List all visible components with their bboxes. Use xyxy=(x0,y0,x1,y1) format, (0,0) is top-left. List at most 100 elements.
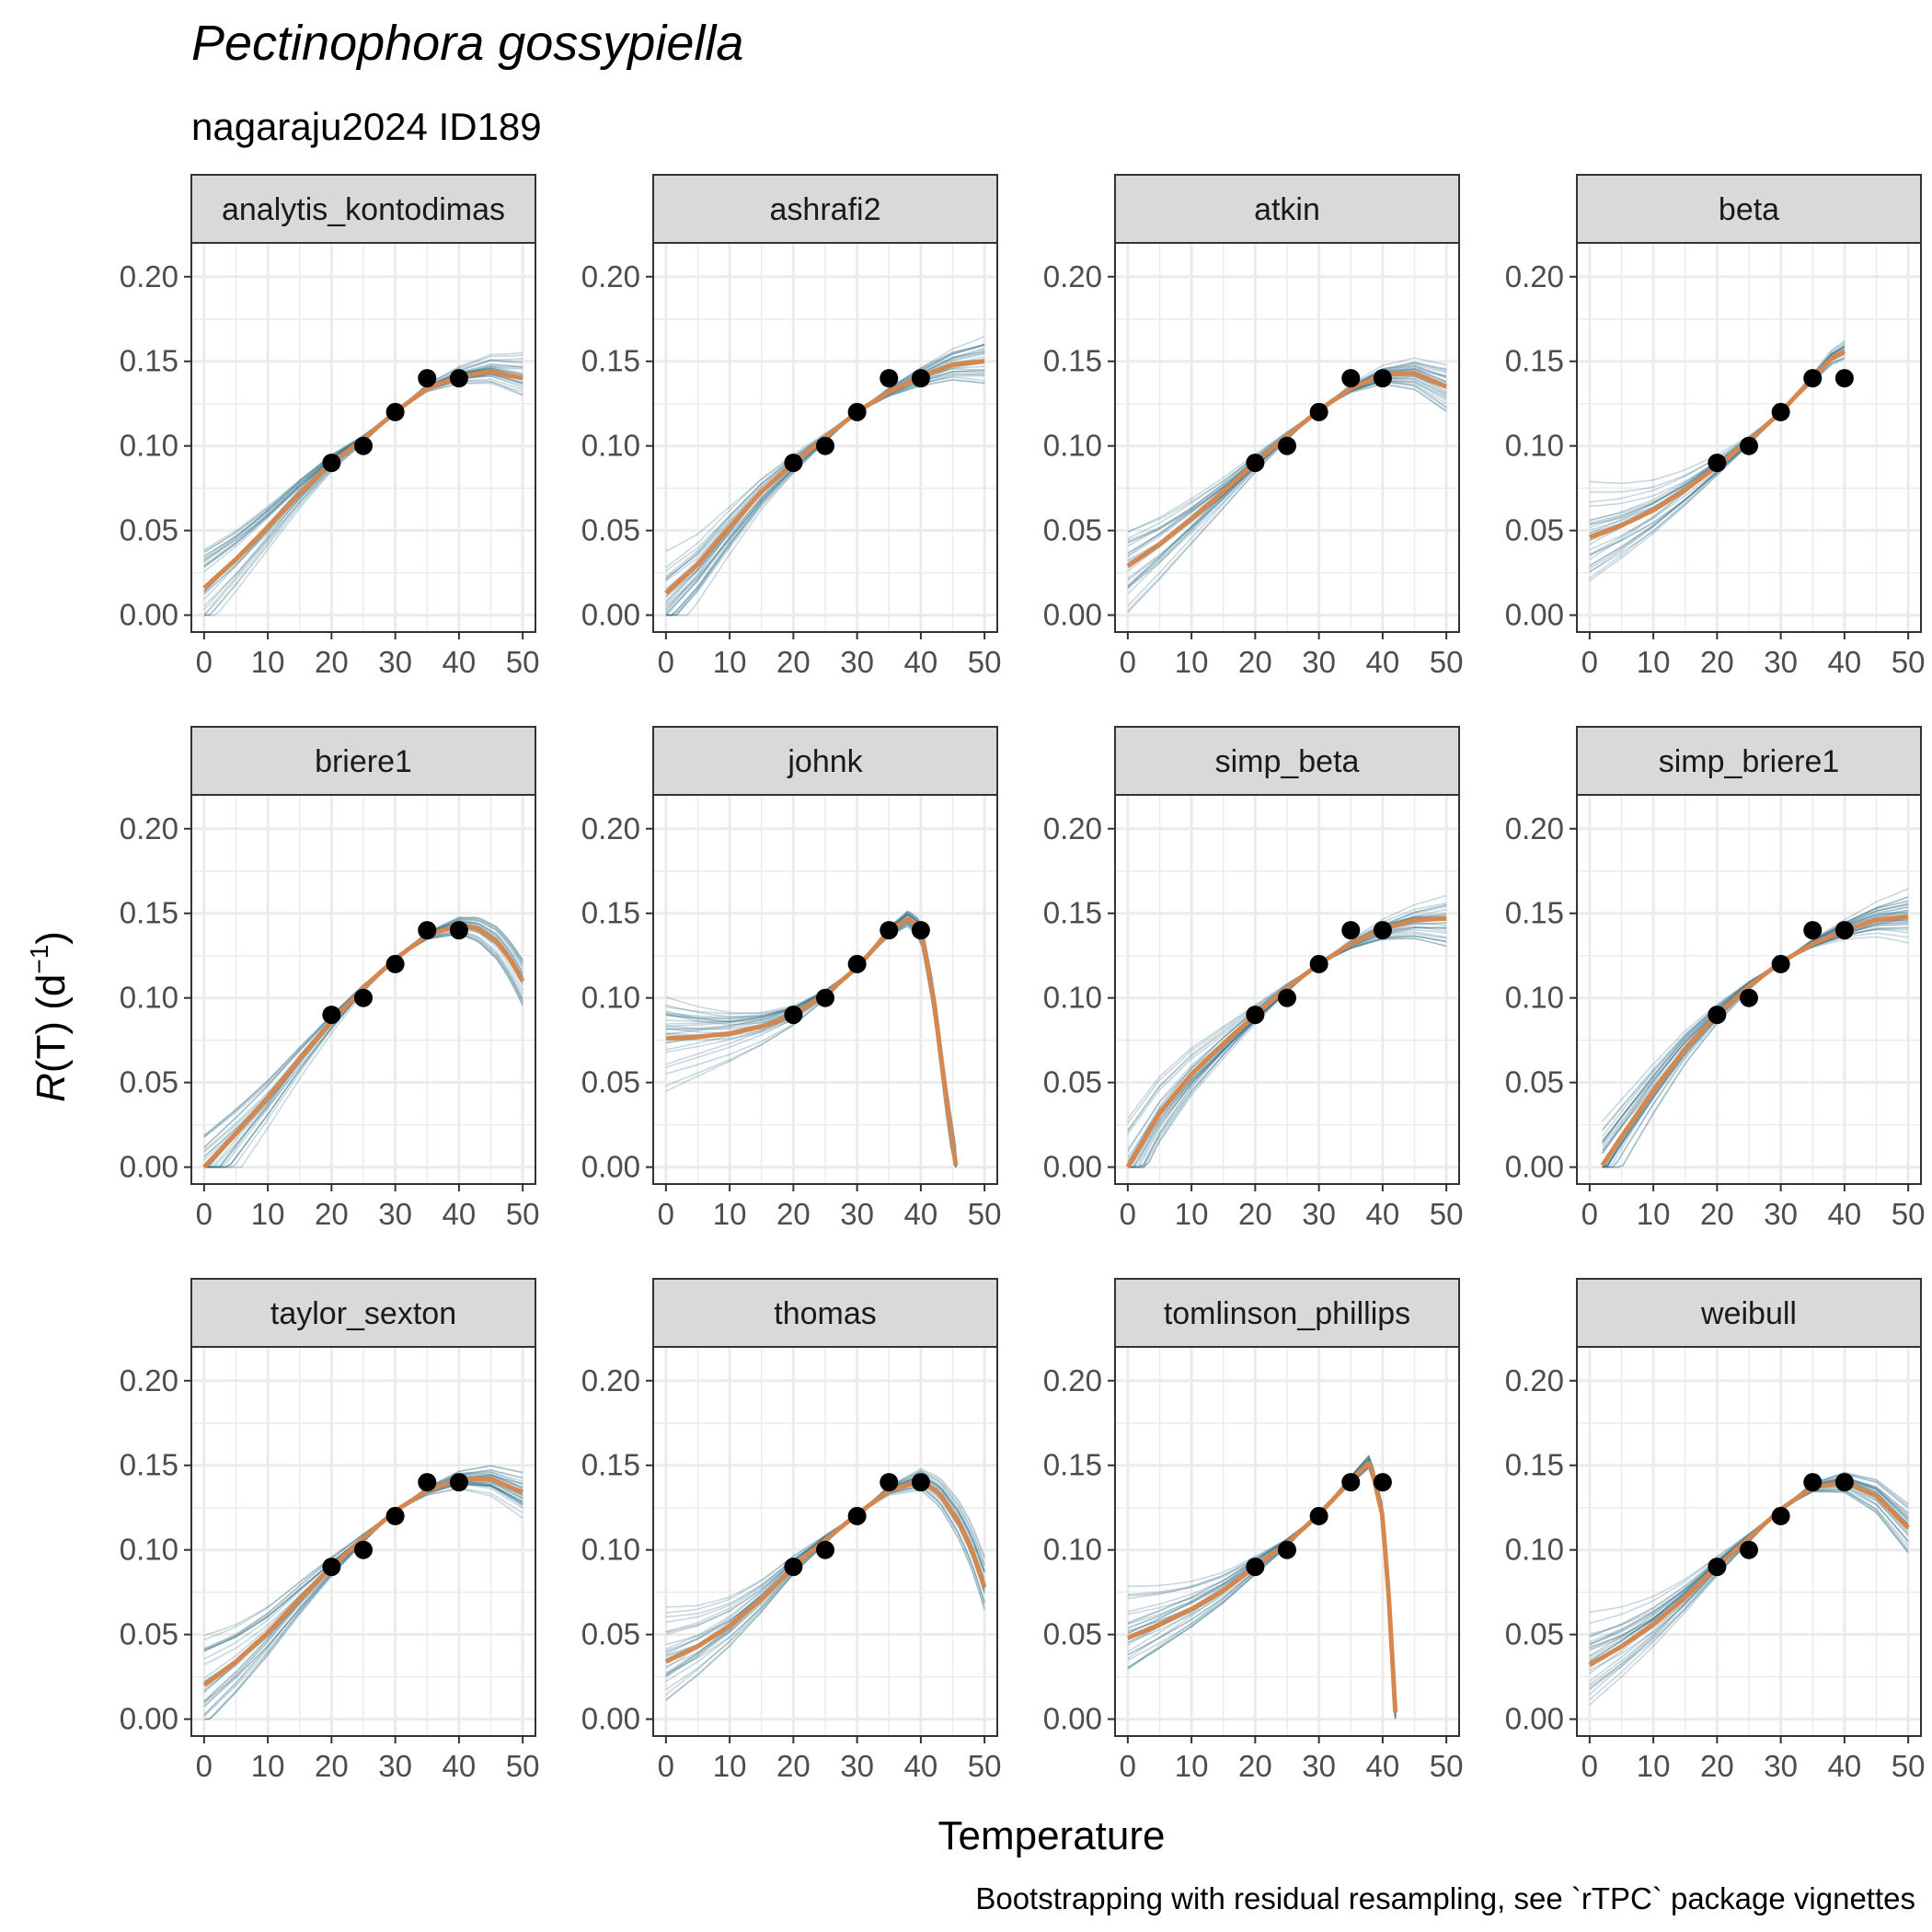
x-tick-label: 10 xyxy=(1637,1749,1671,1783)
strip-background xyxy=(652,1278,998,1348)
panel-border xyxy=(1576,794,1922,1185)
x-tick-label: 10 xyxy=(251,1749,285,1783)
y-tick-label: 0.20 xyxy=(120,259,178,293)
x-tick-label: 10 xyxy=(713,1749,747,1783)
data-point xyxy=(1373,369,1392,388)
strip-label: atkin xyxy=(1254,192,1320,227)
bootstrap-line xyxy=(1602,900,1909,1145)
x-tick-label: 20 xyxy=(315,1749,349,1783)
x-tick-label: 40 xyxy=(904,645,938,679)
y-tick-label: 0.10 xyxy=(581,429,640,463)
data-point xyxy=(1803,921,1823,940)
strip-label: thomas xyxy=(774,1296,877,1331)
data-point xyxy=(1246,454,1265,473)
y-tick-label: 0.15 xyxy=(120,344,178,378)
x-tick-label: 50 xyxy=(968,1197,1002,1231)
x-tick-label: 20 xyxy=(776,1749,811,1783)
bootstrap-line xyxy=(1127,916,1447,1132)
y-axis-title-close: ) xyxy=(29,931,74,945)
strip-label: briere1 xyxy=(315,744,412,779)
y-tick-label: 0.15 xyxy=(1043,344,1102,378)
bootstrap-line xyxy=(665,910,957,1151)
panel-border xyxy=(190,794,536,1185)
x-tick-label: 50 xyxy=(1892,645,1926,679)
bootstrap-line xyxy=(1602,911,1909,1122)
data-point xyxy=(911,369,930,388)
strip-background xyxy=(190,1278,536,1348)
x-tick-label: 10 xyxy=(251,645,285,679)
x-tick-label: 30 xyxy=(840,645,874,679)
bootstrap-line xyxy=(665,926,957,1167)
x-tick-label: 40 xyxy=(1366,1749,1400,1783)
panel-border xyxy=(1576,242,1922,633)
chart-title: Pectinophora gossypiella xyxy=(191,16,743,71)
y-tick-label: 0.20 xyxy=(1043,1363,1102,1397)
strip-background xyxy=(1576,174,1922,244)
x-tick-label: 20 xyxy=(1700,1197,1734,1231)
bootstrap-line xyxy=(665,1475,985,1614)
x-tick-label: 10 xyxy=(1637,1197,1671,1231)
x-tick-label: 0 xyxy=(196,1749,213,1783)
y-tick-label: 0.00 xyxy=(1043,1702,1102,1736)
bootstrap-line xyxy=(665,914,957,1161)
y-tick-label: 0.10 xyxy=(581,981,640,1015)
data-point xyxy=(1803,1473,1823,1492)
caption: Bootstrapping with residual resampling, … xyxy=(975,1881,1915,1915)
strip-background xyxy=(190,174,536,244)
data-point xyxy=(418,921,437,940)
bootstrap-line xyxy=(1127,917,1447,1123)
x-tick-label: 30 xyxy=(840,1749,874,1783)
data-point xyxy=(847,402,867,421)
data-point xyxy=(911,921,930,940)
x-tick-label: 0 xyxy=(1581,1197,1598,1231)
y-tick-label: 0.00 xyxy=(1505,598,1564,632)
y-tick-label: 0.00 xyxy=(581,1150,640,1184)
data-point xyxy=(1740,1540,1758,1559)
data-point xyxy=(1309,402,1328,421)
bootstrap-line xyxy=(665,923,957,1167)
y-tick-label: 0.10 xyxy=(1043,429,1102,463)
y-axis-title-symbol: R xyxy=(29,1073,74,1102)
y-tick-label: 0.05 xyxy=(120,1065,178,1099)
bootstrap-line xyxy=(665,912,957,1156)
facet-simp_beta: simp_beta 0.00 0.05 0.10 0.15 0.20 0 10 20 30 40 50 xyxy=(1043,726,1464,1231)
data-point xyxy=(418,1473,437,1492)
y-tick-label: 0.10 xyxy=(1505,429,1564,463)
data-point xyxy=(449,921,468,940)
y-tick-label: 0.10 xyxy=(1043,981,1102,1015)
data-point xyxy=(816,1540,834,1559)
facet-thomas: thomas 0.00 0.05 0.10 0.15 0.20 0 10 20 30 40 50 xyxy=(581,1278,1002,1783)
chart-subtitle: nagaraju2024 ID189 xyxy=(191,105,542,148)
panel-plot-area xyxy=(202,916,525,1169)
x-tick-label: 10 xyxy=(1175,1197,1209,1231)
strip-background xyxy=(1114,726,1460,796)
data-point xyxy=(1246,1006,1265,1025)
x-tick-label: 0 xyxy=(1581,1749,1598,1783)
fitted-curve xyxy=(202,1477,524,1687)
bootstrap-line xyxy=(665,912,957,1155)
data-point xyxy=(880,921,899,940)
x-tick-label: 0 xyxy=(658,1749,674,1783)
data-point xyxy=(449,369,468,388)
x-tick-label: 50 xyxy=(1430,1749,1464,1783)
data-point xyxy=(354,988,373,1007)
y-tick-label: 0.15 xyxy=(581,344,640,378)
x-tick-label: 40 xyxy=(1366,1197,1400,1231)
panel-border xyxy=(1576,1346,1922,1737)
panel-border xyxy=(652,1346,998,1737)
panel-plot-area xyxy=(1126,1454,1398,1719)
strip-label: johnk xyxy=(787,744,863,779)
data-point xyxy=(880,369,899,388)
panel-border xyxy=(1114,794,1460,1185)
panel-plot-area xyxy=(665,910,959,1167)
data-point xyxy=(1309,954,1328,973)
x-tick-label: 40 xyxy=(1828,1197,1862,1231)
y-tick-label: 0.20 xyxy=(120,1363,178,1397)
data-point xyxy=(816,436,834,455)
y-tick-label: 0.05 xyxy=(581,1065,640,1099)
facet-taylor_sexton: taylor_sexton 0.00 0.05 0.10 0.15 0.20 0 10 20 30… xyxy=(120,1278,540,1783)
x-tick-label: 40 xyxy=(1366,645,1400,679)
panel-border xyxy=(1114,242,1460,633)
y-tick-label: 0.05 xyxy=(581,1617,640,1651)
x-tick-label: 20 xyxy=(315,1197,349,1231)
